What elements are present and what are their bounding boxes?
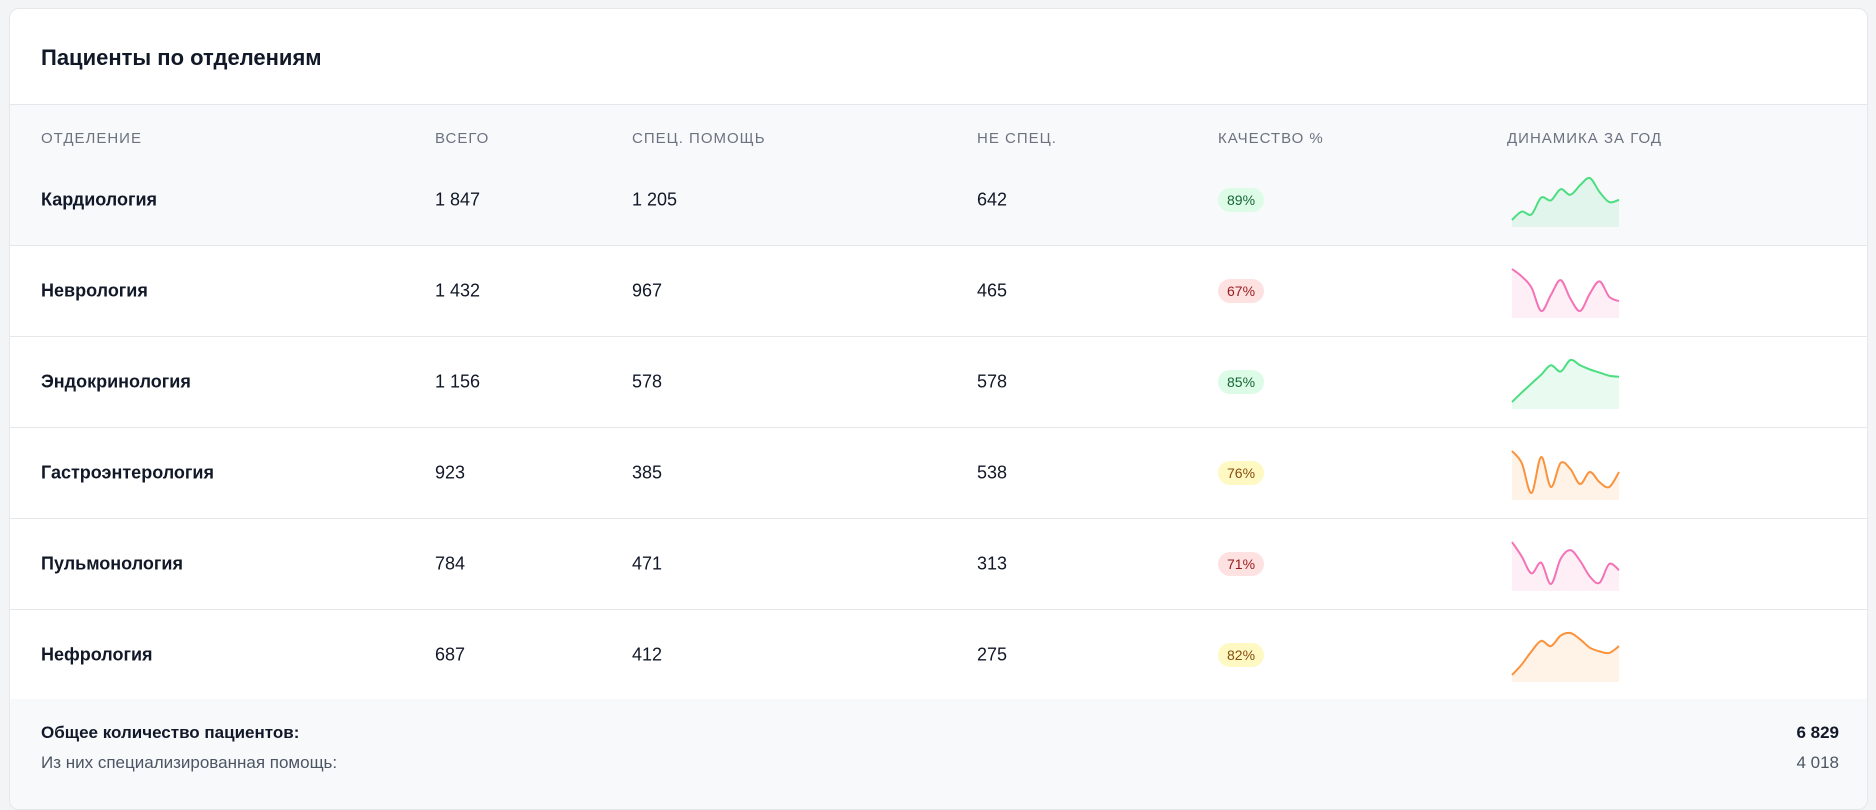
- department: Гастроэнтерология: [41, 462, 214, 482]
- cell: 967: [632, 280, 663, 300]
- cell: 687: [435, 644, 466, 664]
- department: Пульмонология: [41, 553, 183, 573]
- cell: 538: [977, 462, 1008, 482]
- summary: Общее количество пациентов: 6 829 Из них с…: [10, 699, 1867, 809]
- cell: 412: [632, 644, 663, 664]
- cell: 578: [632, 371, 663, 391]
- cell: 642: [977, 189, 1008, 209]
- sparkline-line: [1511, 358, 1620, 403]
- column-header: ВСЕГО: [435, 130, 490, 147]
- sparkline-area: [1512, 450, 1619, 500]
- sparkline-area: [1512, 359, 1619, 409]
- summary-value: 6 829: [1796, 723, 1839, 742]
- card: Пациенты по отделениям ОТДЕЛЕНИЕ ВСЕГО СПЕ…: [9, 8, 1868, 810]
- cell: 923: [435, 462, 466, 482]
- sparkline-line: [1511, 176, 1620, 221]
- sparkline-line: [1511, 631, 1620, 676]
- department: Нефрология: [41, 644, 153, 664]
- sparkline: [1511, 358, 1620, 409]
- quality-badge: 67%: [1218, 278, 1265, 303]
- page: Пациенты по отделениям ОТДЕЛЕНИЕ ВСЕГО СПЕ…: [9, 8, 1868, 810]
- title: Пациенты по отделениям: [41, 45, 322, 70]
- column-header: ДИНАМИКА ЗА ГОД: [1507, 130, 1662, 147]
- cell: 1 156: [435, 371, 481, 391]
- table-row: Нефрология 687 412 275 82%: [10, 609, 1867, 701]
- department: Эндокринология: [41, 371, 191, 391]
- column-header: ОТДЕЛЕНИЕ: [41, 130, 142, 147]
- quality-badge: 76%: [1218, 460, 1265, 485]
- department: Неврология: [41, 280, 148, 300]
- cell: 385: [632, 462, 663, 482]
- quality-badge: 82%: [1218, 642, 1265, 667]
- sparkline-area: [1512, 541, 1619, 591]
- sparkline: [1511, 631, 1620, 682]
- summary-value: 4 018: [1796, 753, 1839, 772]
- table-row: Эндокринология 1 156 578 578 85%: [10, 336, 1867, 428]
- column-header: НЕ СПЕЦ.: [977, 130, 1057, 147]
- sparkline-line: [1511, 267, 1620, 312]
- sparkline-line: [1511, 540, 1620, 585]
- sparkline: [1511, 540, 1620, 591]
- cell: 313: [977, 553, 1008, 573]
- column-header: КАЧЕСТВО %: [1218, 130, 1324, 147]
- cell: 1 847: [435, 189, 481, 209]
- sparkline: [1511, 449, 1620, 500]
- cell: 471: [632, 553, 663, 573]
- quality-badge: 85%: [1218, 369, 1265, 394]
- summary-label: Из них специализированная помощь:: [41, 753, 338, 772]
- cell: 1 205: [632, 189, 678, 209]
- column-header: СПЕЦ. ПОМОЩЬ: [632, 130, 766, 147]
- quality-badge: 71%: [1218, 551, 1265, 576]
- department: Кардиология: [41, 189, 158, 209]
- cell: 275: [977, 644, 1008, 664]
- table-row: Неврология 1 432 967 465 67%: [10, 245, 1867, 337]
- table-row: Пульмонология 784 471 313 71%: [10, 518, 1867, 610]
- sparkline-area: [1512, 177, 1619, 227]
- sparkline-line: [1511, 449, 1620, 494]
- sparkline: [1511, 267, 1620, 318]
- sparkline: [1511, 176, 1620, 227]
- cell: 784: [435, 553, 466, 573]
- cell: 1 432: [435, 280, 481, 300]
- summary-label: Общее количество пациентов:: [41, 723, 300, 742]
- table-row: Кардиология 1 847 1 205 642 89%: [10, 154, 1867, 246]
- table-row: Гастроэнтерология 923 385 538 76%: [10, 427, 1867, 519]
- sparkline-area: [1512, 268, 1619, 318]
- cell: 465: [977, 280, 1008, 300]
- sparkline-area: [1512, 632, 1619, 682]
- quality-badge: 89%: [1218, 187, 1265, 212]
- cell: 578: [977, 371, 1008, 391]
